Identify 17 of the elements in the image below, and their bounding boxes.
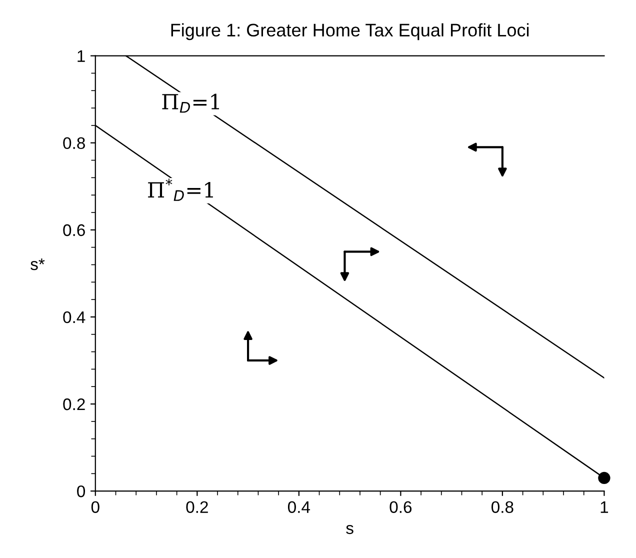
y-tick-label: 0.4 xyxy=(63,311,86,324)
x-tick-label: 0.8 xyxy=(492,501,514,514)
x-tick-label: 0 xyxy=(91,501,100,514)
y-tick-label: 1 xyxy=(78,50,85,62)
y-axis-title: s* xyxy=(30,258,45,270)
x-tick-label: 1 xyxy=(600,501,608,513)
annotation: Π$^{*}$$_{D}$=1 xyxy=(148,178,213,201)
y-tick-label: 0.8 xyxy=(63,137,85,150)
x-tick-label: 0.6 xyxy=(390,501,412,514)
chart-title: Figure 1: Greater Home Tax Equal Profit Loci xyxy=(171,23,529,40)
x-axis-title: s xyxy=(346,524,354,534)
x-tick-label: 0.4 xyxy=(288,501,310,514)
x-tick-label: 0.2 xyxy=(186,501,208,514)
y-tick-label: 0 xyxy=(77,485,86,498)
annotation: Π$_{D}$=1 xyxy=(162,94,220,113)
y-tick-label: 0.2 xyxy=(63,398,85,410)
y-tick-label: 0.6 xyxy=(63,224,85,236)
